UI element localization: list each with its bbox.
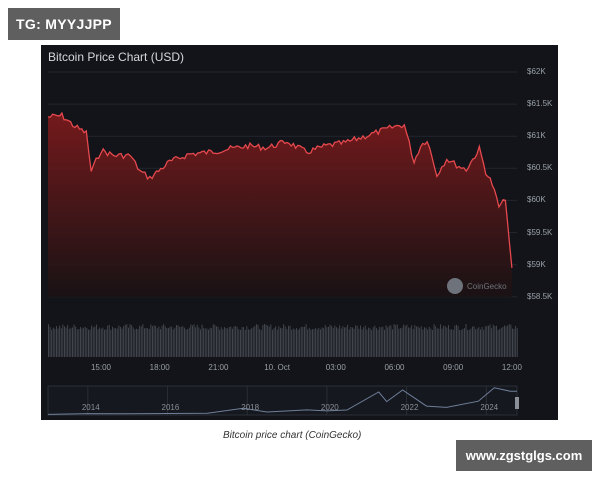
price-line: [47, 111, 513, 268]
navigator-year-label: 2022: [400, 403, 419, 412]
volume-bars: [48, 324, 518, 357]
y-tick-label: $61.5K: [527, 99, 553, 109]
y-tick-label: $59.5K: [527, 227, 553, 237]
y-tick-label: $60K: [527, 195, 546, 205]
navigator-year-label: 2016: [161, 403, 180, 412]
chart-title: Bitcoin Price Chart (USD): [48, 50, 185, 64]
x-tick-label: 15:00: [90, 363, 112, 372]
price-chart-svg[interactable]: [41, 45, 558, 420]
x-tick-label: 06:00: [384, 363, 405, 372]
website-tag-overlay: www.zgstglgs.com: [456, 440, 592, 471]
telegram-tag-overlay: TG: MYYJJPP: [8, 8, 120, 40]
navigator-year-label: 2024: [480, 403, 499, 412]
coingecko-watermark: CoinGecko: [447, 278, 507, 294]
price-area-fill: [48, 113, 512, 297]
price-chart-panel: Bitcoin Price Chart (USD) $62K $61.5K $61K…: [41, 45, 558, 420]
x-tick-label: 10. Oct: [264, 363, 290, 372]
y-tick-label: $61K: [527, 131, 546, 141]
y-tick-label: $58.5K: [527, 291, 553, 301]
x-tick-label: 18:00: [149, 363, 170, 372]
figure-caption: Bitcoin price chart (CoinGecko): [223, 430, 362, 441]
watermark-text: CoinGecko: [467, 281, 507, 291]
x-tick-label: 09:00: [443, 363, 464, 372]
coingecko-logo-icon: [447, 278, 463, 294]
x-tick-label: 12:00: [501, 363, 522, 372]
navigator-year-label: 2018: [241, 403, 260, 412]
navigator-year-label: 2014: [81, 403, 100, 412]
y-tick-label: $59K: [527, 259, 546, 269]
x-tick-label: 03:00: [325, 363, 346, 372]
navigator[interactable]: [47, 385, 519, 416]
y-tick-label: $60.5K: [527, 163, 553, 173]
y-tick-label: $62K: [527, 67, 546, 76]
x-tick-label: 21:00: [208, 363, 229, 372]
navigator-handle[interactable]: [515, 397, 519, 409]
navigator-year-label: 2020: [320, 403, 339, 412]
